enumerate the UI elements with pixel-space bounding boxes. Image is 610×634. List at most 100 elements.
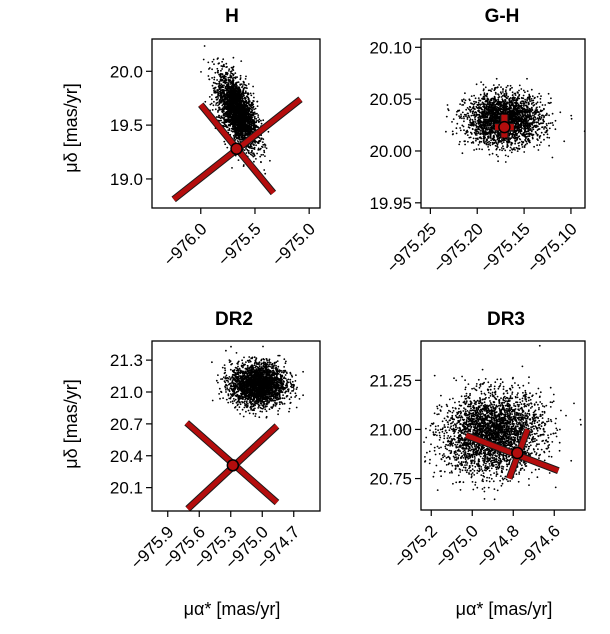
scatter-point: [491, 88, 493, 90]
scatter-point: [513, 99, 516, 101]
scatter-point: [213, 89, 215, 92]
scatter-point: [235, 113, 238, 116]
scatter-point: [249, 131, 251, 134]
scatter-point: [217, 89, 220, 92]
scatter-point: [463, 140, 466, 143]
scatter-point: [482, 132, 485, 134]
scatter-point: [221, 60, 224, 63]
scatter-point: [237, 159, 240, 162]
scatter-point: [513, 92, 516, 95]
scatter-point: [508, 101, 510, 104]
scatter-point: [237, 86, 240, 89]
scatter-point: [223, 97, 226, 100]
scatter-point: [539, 101, 542, 104]
scatter-point: [476, 106, 478, 109]
scatter-point: [478, 140, 481, 143]
scatter-point: [537, 128, 540, 131]
scatter-point: [220, 93, 223, 95]
scatter-point: [252, 85, 255, 88]
scatter-point: [495, 142, 498, 145]
scatter-point: [240, 60, 243, 62]
scatter-point: [524, 104, 527, 107]
scatter-point: [494, 120, 497, 123]
scatter-point: [451, 130, 454, 133]
scatter-point: [540, 122, 542, 125]
scatter-point: [260, 119, 262, 122]
scatter-point: [484, 129, 487, 131]
scatter-point: [478, 141, 481, 144]
scatter-point: [464, 132, 467, 135]
scatter-point: [524, 119, 527, 121]
scatter-point: [523, 127, 525, 130]
scatter-point: [227, 129, 230, 132]
scatter-point: [497, 146, 499, 149]
scatter-point: [537, 119, 540, 122]
scatter-point: [245, 108, 248, 111]
scatter-point: [228, 100, 231, 103]
scatter-point: [500, 147, 503, 149]
scatter-point: [225, 120, 227, 122]
scatter-point: [229, 125, 232, 127]
scatter-point: [222, 86, 225, 89]
scatter-point: [522, 102, 525, 104]
panel-h: H 19.019.520.0−976.0 −975.5 −975.0: [110, 6, 321, 270]
scatter-point: [515, 146, 518, 149]
scatter-point: [247, 93, 249, 96]
scatter-point: [260, 161, 262, 164]
scatter-point: [521, 109, 523, 112]
scatter-point: [235, 132, 238, 135]
scatter-point: [258, 120, 260, 123]
scatter-point: [218, 114, 220, 117]
scatter-point: [487, 120, 490, 123]
scatter-point: [484, 122, 487, 125]
scatter-point: [222, 113, 225, 116]
scatter-point: [230, 106, 233, 108]
scatter-point: [238, 122, 241, 125]
position-marker: [230, 142, 243, 156]
scatter-point: [229, 93, 232, 96]
scatter-point: [226, 119, 229, 121]
scatter-point: [522, 114, 525, 117]
scatter-point: [249, 116, 251, 119]
scatter-point: [220, 83, 223, 86]
scatter-point: [250, 151, 253, 154]
scatter-point: [239, 127, 242, 130]
scatter-point: [540, 95, 542, 97]
scatter-point: [535, 118, 537, 120]
scatter-point: [262, 153, 264, 156]
scatter-point: [236, 140, 239, 142]
scatter-point: [495, 102, 498, 105]
scatter-point: [264, 155, 266, 158]
scatter-point: [216, 67, 219, 70]
scatter-point: [261, 141, 264, 144]
scatter-point: [236, 99, 238, 101]
scatter-point: [249, 92, 252, 95]
scatter-point: [518, 144, 520, 147]
scatter-point: [230, 130, 233, 132]
scatter-point: [245, 100, 247, 103]
scatter-point: [529, 100, 531, 103]
scatter-point: [241, 95, 244, 98]
scatter-point: [222, 98, 224, 101]
scatter-point: [253, 153, 255, 156]
scatter-point: [544, 114, 547, 117]
scatter-point: [252, 143, 255, 146]
scatter-point: [529, 123, 532, 125]
scatter-point: [241, 114, 244, 116]
scatter-point: [532, 117, 535, 119]
scatter-point: [255, 144, 257, 147]
scatter-point: [487, 89, 490, 92]
scatter-point: [230, 116, 232, 119]
scatter-point: [240, 117, 243, 119]
scatter-point: [227, 76, 230, 79]
scatter-point: [260, 154, 263, 156]
scatter-point: [220, 69, 222, 72]
scatter-point: [525, 137, 527, 140]
scatter-point: [548, 114, 550, 117]
scatter-point: [458, 109, 461, 112]
scatter-point: [203, 45, 206, 47]
scatter-point: [479, 130, 482, 132]
scatter-point: [248, 122, 251, 124]
scatter-point: [259, 147, 262, 150]
scatter-point: [497, 96, 500, 99]
